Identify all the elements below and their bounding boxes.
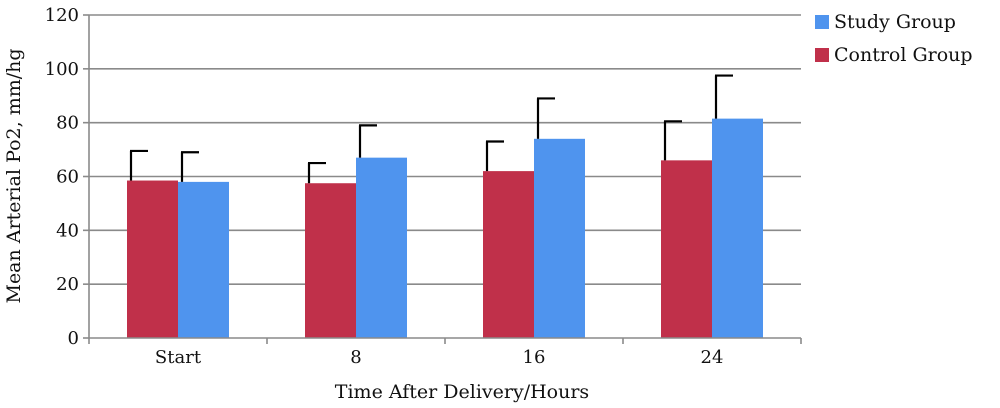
bar-study-group-3 [712,118,763,338]
bar-study-group-0 [178,181,229,338]
x-tick-label: 24 [701,347,724,368]
y-tick-label: 0 [68,328,79,349]
bar-control-group-3 [661,160,712,338]
y-tick-label: 40 [56,220,79,241]
legend-label: Study Group [834,11,956,33]
y-tick-label: 120 [45,5,79,26]
bar-control-group-2 [483,171,534,338]
legend: Study Group Control Group [815,11,973,66]
y-tick-label: 80 [56,113,79,134]
x-tick-label: Start [155,347,202,368]
y-tick-labels: 0 20 40 60 80 100 120 [45,5,79,349]
legend-swatch [815,48,829,62]
y-tick-label: 60 [56,167,79,188]
bars [127,118,763,338]
bar-control-group-0 [127,180,178,338]
bar-study-group-1 [356,157,407,338]
legend-label: Control Group [834,44,973,66]
x-tick-label: 8 [350,347,361,368]
x-tick-labels: Start 8 16 24 [155,347,724,368]
legend-entry: Control Group [815,44,973,66]
bar-study-group-2 [534,138,585,338]
legend-entry: Study Group [815,11,956,33]
bar-control-group-1 [305,183,356,338]
error-bars [129,74,733,184]
x-axis-label: Time After Delivery/Hours [335,381,589,403]
y-tick-label: 100 [45,59,79,80]
x-tick-label: 16 [523,347,546,368]
y-tick-label: 20 [56,274,79,295]
y-axis-label: Mean Arterial Po2, mm/hg [3,48,25,303]
axes [83,14,802,344]
legend-swatch [815,15,829,29]
